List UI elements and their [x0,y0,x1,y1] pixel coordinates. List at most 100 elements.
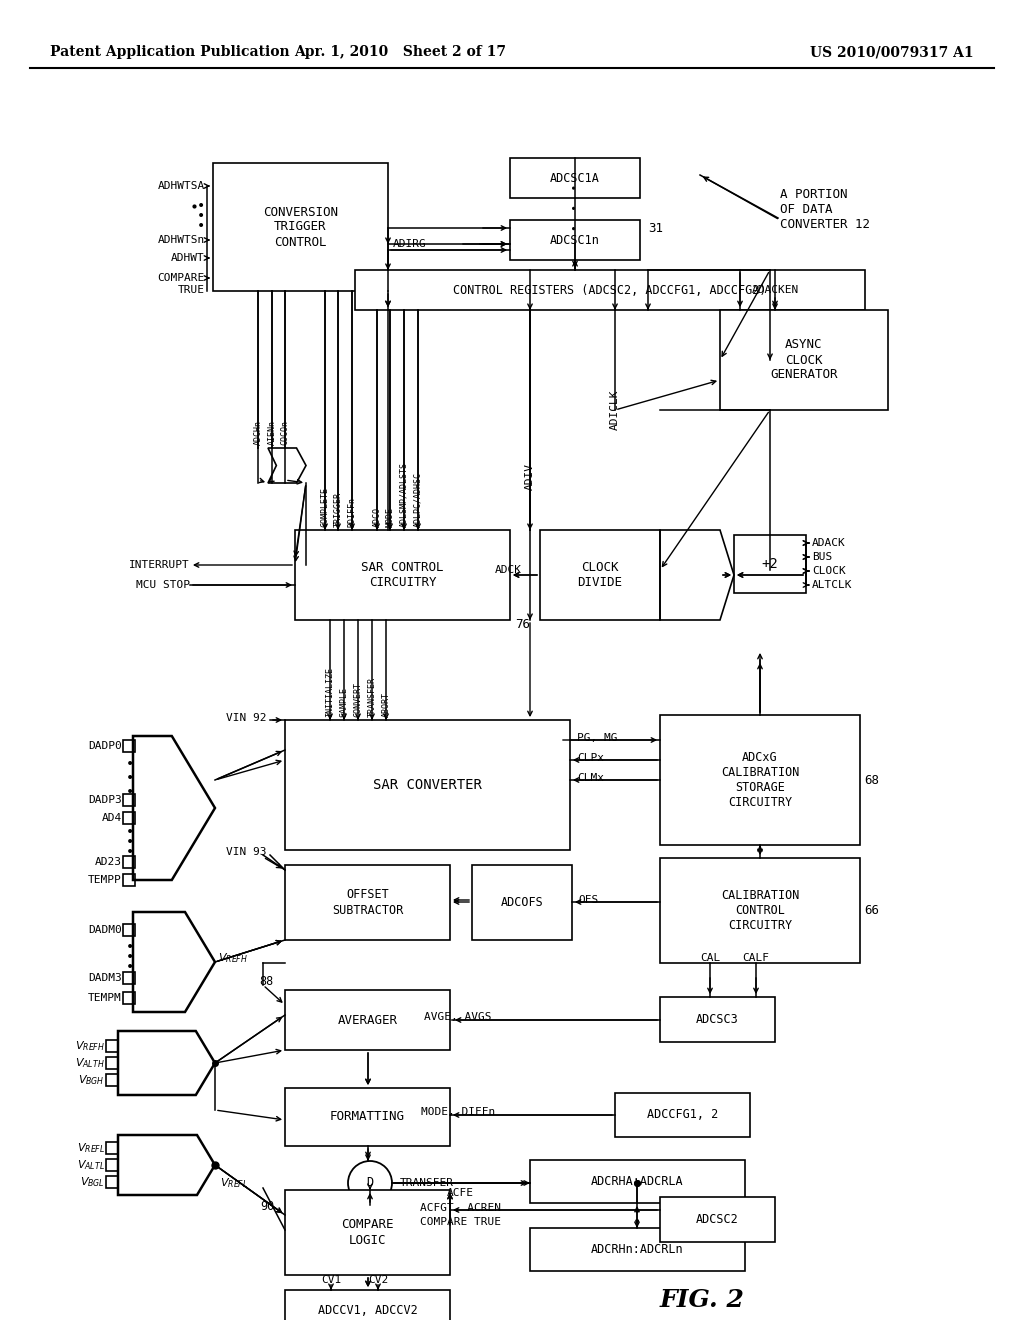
Text: •: • [633,1205,641,1218]
Text: ADCCFG1, 2: ADCCFG1, 2 [647,1109,718,1122]
Bar [106,1057,118,1069]
Text: 66: 66 [864,903,879,916]
Text: CALIBRATION
CONTROL
CIRCUITRY: CALIBRATION CONTROL CIRCUITRY [721,888,799,932]
Text: SAR CONVERTER: SAR CONVERTER [373,777,482,792]
Text: MODE, DIFFn: MODE, DIFFn [421,1107,496,1117]
Bar [510,220,640,260]
Text: •: • [197,209,205,223]
Text: MODE: MODE [385,507,394,527]
Text: ADHWTSA: ADHWTSA [158,181,205,191]
Text: •  •  •: • • • [570,183,580,231]
Bar [355,271,865,310]
Text: $V_{BGL}$: $V_{BGL}$ [80,1175,105,1189]
Text: $V_{REFL}$: $V_{REFL}$ [220,1176,248,1189]
Text: ADACKEN: ADACKEN [752,285,799,294]
Text: •: • [126,950,134,964]
Text: VIN 92: VIN 92 [225,713,266,723]
Bar [285,1290,450,1320]
Text: DDIFFn: DDIFFn [347,498,356,527]
Text: ADCSC3: ADCSC3 [696,1012,739,1026]
Bar [530,1160,745,1203]
Text: CONTROL REGISTERS (ADCSC2, ADCCFG1, ADCCFG2): CONTROL REGISTERS (ADCSC2, ADCCFG1, ADCC… [454,284,767,297]
Text: ADCRHn:ADCRLn: ADCRHn:ADCRLn [591,1243,684,1257]
Text: $V_{ALTH}$: $V_{ALTH}$ [76,1056,105,1071]
Bar [285,990,450,1049]
Bar [106,1176,118,1188]
Text: ADHWTSn: ADHWTSn [158,235,205,246]
Text: AD4: AD4 [101,813,122,822]
Text: ACFGT, ACREN: ACFGT, ACREN [420,1203,501,1213]
Text: DADP3: DADP3 [88,795,122,805]
Text: MCU STOP: MCU STOP [136,579,190,590]
Text: FIG. 2: FIG. 2 [660,1288,744,1312]
Bar [285,865,450,940]
Text: FORMATTING: FORMATTING [330,1110,406,1123]
Text: ACFE: ACFE [446,1188,473,1199]
Text: $V_{REFL}$: $V_{REFL}$ [77,1140,105,1155]
Bar [660,1197,775,1242]
Bar [123,993,135,1005]
Text: OFS: OFS [578,895,598,906]
Text: CV2: CV2 [368,1275,388,1284]
Text: AD23: AD23 [95,857,122,867]
Text: INITIALIZE: INITIALIZE [326,667,335,717]
Bar [285,1191,450,1275]
Text: CONVERSION
TRIGGER
CONTROL: CONVERSION TRIGGER CONTROL [263,206,338,248]
Text: ASYNC
CLOCK
GENERATOR: ASYNC CLOCK GENERATOR [770,338,838,381]
Text: AVGE, AVGS: AVGE, AVGS [424,1012,492,1022]
Bar [530,1228,745,1271]
Text: ADIV: ADIV [525,463,535,490]
Text: $V_{REFH}$: $V_{REFH}$ [218,952,248,965]
Text: ADLSMP/ADLSTS: ADLSMP/ADLSTS [399,462,409,527]
Text: INTERRUPT: INTERRUPT [129,560,190,570]
Text: COMPARE TRUE: COMPARE TRUE [420,1217,501,1228]
Text: CONVERT: CONVERT [353,682,362,717]
Text: AIENn: AIENn [267,420,276,445]
Text: VIN 93: VIN 93 [225,847,266,857]
Bar [123,874,135,886]
Text: ADCSC1A: ADCSC1A [550,172,600,185]
Text: A PORTION
OF DATA
CONVERTER 12: A PORTION OF DATA CONVERTER 12 [780,187,870,231]
Bar [106,1074,118,1086]
Text: •: • [633,1214,641,1229]
Text: 88: 88 [259,975,273,987]
Bar [123,741,135,752]
Bar [540,531,660,620]
Text: CLMx: CLMx [577,774,604,783]
Text: $V_{BGH}$: $V_{BGH}$ [79,1073,105,1086]
Text: •: • [126,825,134,840]
Text: •: • [126,845,134,859]
Text: ABORT: ABORT [382,692,390,717]
Bar [615,1093,750,1137]
Text: •: • [126,785,134,799]
Text: ALTCLK: ALTCLK [812,579,853,590]
Text: SAR CONTROL
CIRCUITRY: SAR CONTROL CIRCUITRY [361,561,443,589]
Text: Apr. 1, 2010   Sheet 2 of 17: Apr. 1, 2010 Sheet 2 of 17 [294,45,506,59]
Text: ADCO: ADCO [373,507,382,527]
Text: 31: 31 [648,222,663,235]
Text: OFFSET
SUBTRACTOR: OFFSET SUBTRACTOR [332,888,403,916]
Text: ADCSC2: ADCSC2 [696,1213,739,1226]
Text: $V_{ALTL}$: $V_{ALTL}$ [77,1158,105,1172]
Text: COMPLETE: COMPLETE [321,487,330,527]
Text: •: • [126,960,134,974]
Text: DADM3: DADM3 [88,973,122,983]
Text: CLPx: CLPx [577,752,604,763]
Text: US 2010/0079317 A1: US 2010/0079317 A1 [810,45,974,59]
Text: TRUE: TRUE [178,285,205,294]
Bar [213,162,388,290]
Text: COCOn: COCOn [281,420,290,445]
Bar [660,997,775,1041]
Text: ADCRHA:ADCRLA: ADCRHA:ADCRLA [591,1175,684,1188]
Bar [285,719,570,850]
Bar [106,1040,118,1052]
Text: ADCxG
CALIBRATION
STORAGE
CIRCUITRY: ADCxG CALIBRATION STORAGE CIRCUITRY [721,751,799,809]
Bar [123,855,135,869]
Text: BUS: BUS [812,552,833,562]
Text: AVERAGER: AVERAGER [338,1014,397,1027]
Bar [472,865,572,940]
Bar [285,1088,450,1146]
Text: SAMPLE: SAMPLE [340,686,348,717]
Text: •: • [197,199,205,213]
Text: CLOCK
DIVIDE: CLOCK DIVIDE [578,561,623,589]
